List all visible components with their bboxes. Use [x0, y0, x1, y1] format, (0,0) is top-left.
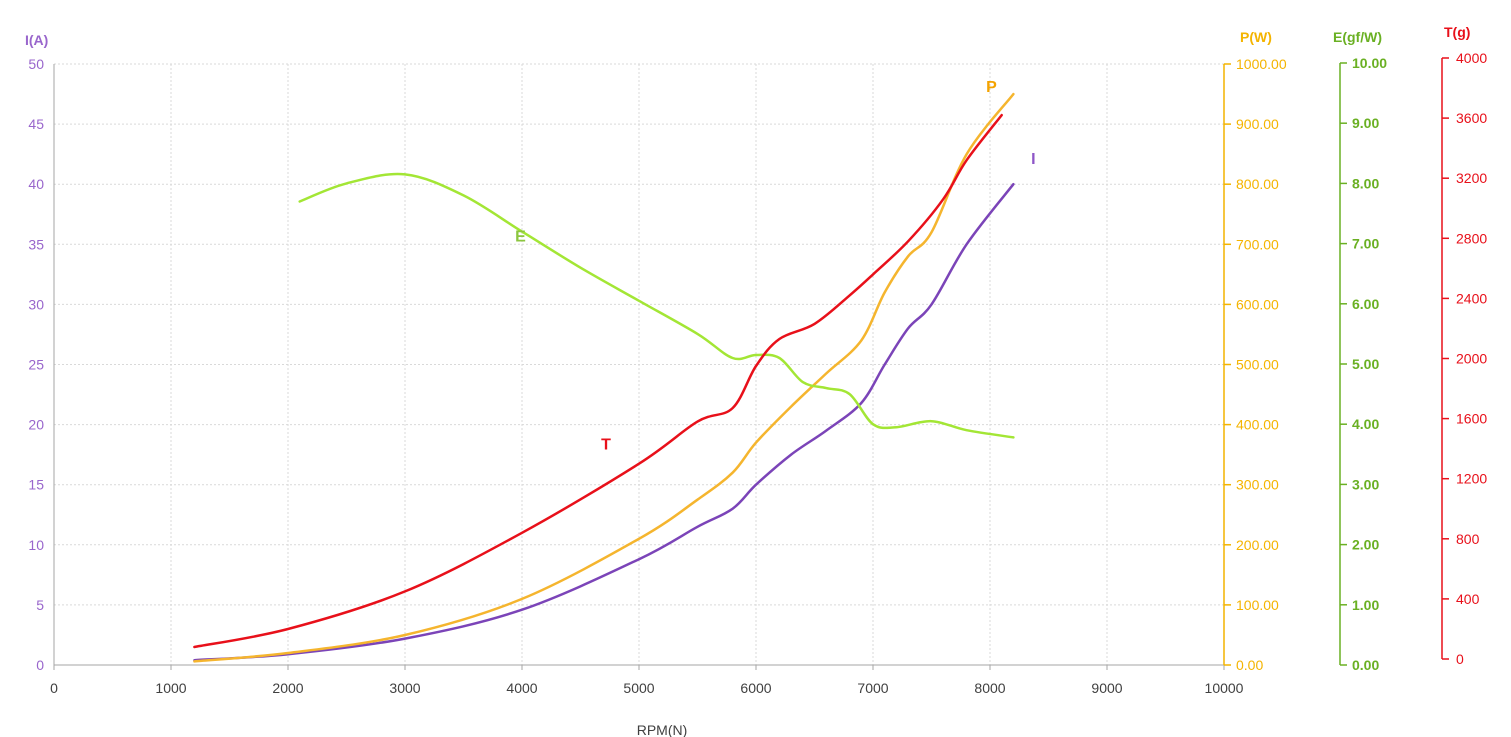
- t-axis-title: T(g): [1444, 24, 1470, 40]
- t-tick-label: 1600: [1456, 411, 1487, 427]
- p-tick-label: 100.00: [1236, 597, 1279, 613]
- thrust-axis: 0 400 800 1200 1600 2000 2400 2800 3200 3600 4000 T…: [1441, 24, 1487, 667]
- e-tick-label: 1.00: [1352, 597, 1379, 613]
- e-tick-label: 10.00: [1352, 55, 1387, 71]
- t-tick-label: 0: [1456, 651, 1464, 667]
- e-tick-label: 8.00: [1352, 175, 1379, 191]
- series-line-i: [193, 182, 1015, 662]
- p-axis-title: P(W): [1240, 29, 1272, 45]
- i-tick-label: 10: [28, 537, 44, 553]
- i-tick-label: 35: [28, 236, 44, 252]
- series-label-p: P: [986, 79, 997, 96]
- series-line-t: [193, 113, 1003, 649]
- series-label-t: T: [601, 437, 611, 454]
- i-axis-title: I(A): [25, 32, 48, 48]
- p-tick-label: 300.00: [1236, 477, 1279, 493]
- e-tick-label: 5.00: [1352, 356, 1379, 372]
- efficiency-axis: 0.00 1.00 2.00 3.00 4.00 5.00 6.00 7.00 8.00 9.00…: [1333, 29, 1387, 673]
- series-label-i: I: [1031, 151, 1035, 168]
- x-tick-label: 3000: [389, 680, 420, 696]
- p-tick-label: 900.00: [1236, 116, 1279, 132]
- p-tick-label: 600.00: [1236, 296, 1279, 312]
- p-tick-label: 700.00: [1236, 236, 1279, 252]
- p-tick-label: 500.00: [1236, 357, 1279, 373]
- i-tick-label: 50: [28, 56, 44, 72]
- t-tick-label: 4000: [1456, 50, 1487, 66]
- t-tick-label: 2000: [1456, 351, 1487, 367]
- i-tick-label: 20: [28, 417, 44, 433]
- e-axis-title: E(gf/W): [1333, 29, 1382, 45]
- x-tick-label: 1000: [155, 680, 186, 696]
- x-tick-label: 4000: [506, 680, 537, 696]
- x-tick-label: 10000: [1205, 680, 1244, 696]
- series-lines: [193, 92, 1015, 663]
- i-tick-label: 5: [36, 597, 44, 613]
- x-tick-label: 2000: [272, 680, 303, 696]
- x-tick-label: 8000: [974, 680, 1005, 696]
- e-tick-label: 9.00: [1352, 115, 1379, 131]
- series-label-e: E: [515, 229, 526, 246]
- x-tick-label: 0: [50, 680, 58, 696]
- i-tick-label: 45: [28, 116, 44, 132]
- t-tick-label: 400: [1456, 591, 1480, 607]
- i-tick-label: 15: [28, 477, 44, 493]
- i-tick-label: 25: [28, 357, 44, 373]
- series-line-e: [298, 172, 1015, 439]
- t-tick-label: 800: [1456, 531, 1480, 547]
- i-tick-label: 40: [28, 176, 44, 192]
- t-tick-label: 2400: [1456, 290, 1487, 306]
- e-tick-label: 0.00: [1352, 657, 1379, 673]
- i-tick-label: 0: [36, 657, 44, 673]
- t-tick-label: 1200: [1456, 471, 1487, 487]
- x-tick-label: 5000: [623, 680, 654, 696]
- x-tick-label: 7000: [857, 680, 888, 696]
- e-tick-label: 2.00: [1352, 537, 1379, 553]
- e-tick-label: 4.00: [1352, 416, 1379, 432]
- t-tick-label: 3600: [1456, 110, 1487, 126]
- p-tick-label: 400.00: [1236, 417, 1279, 433]
- power-axis: 0.00 100.00 200.00 300.00 400.00 500.00 600.00…: [1223, 29, 1287, 673]
- grid-lines: [54, 63, 1225, 665]
- x-tick-label: 9000: [1091, 680, 1122, 696]
- x-axis-ticks: 0 1000 2000 3000 4000 5000 6000 7000 8000 9000 100…: [50, 665, 1244, 696]
- p-tick-label: 800.00: [1236, 176, 1279, 192]
- p-tick-label: 1000.00: [1236, 56, 1287, 72]
- current-axis: 0 5 10 15 20 25 30 35 40 45 50 I(A): [25, 32, 48, 673]
- t-tick-label: 3200: [1456, 170, 1487, 186]
- e-tick-label: 6.00: [1352, 296, 1379, 312]
- p-tick-label: 200.00: [1236, 537, 1279, 553]
- series-line-p: [193, 92, 1015, 663]
- series-labels: P E I T: [515, 79, 1035, 454]
- i-tick-label: 30: [28, 296, 44, 312]
- x-tick-label: 6000: [740, 680, 771, 696]
- t-tick-label: 2800: [1456, 230, 1487, 246]
- e-tick-label: 3.00: [1352, 476, 1379, 492]
- x-axis-label: RPM(N): [637, 722, 688, 737]
- p-tick-label: 0.00: [1236, 657, 1263, 673]
- e-tick-label: 7.00: [1352, 236, 1379, 252]
